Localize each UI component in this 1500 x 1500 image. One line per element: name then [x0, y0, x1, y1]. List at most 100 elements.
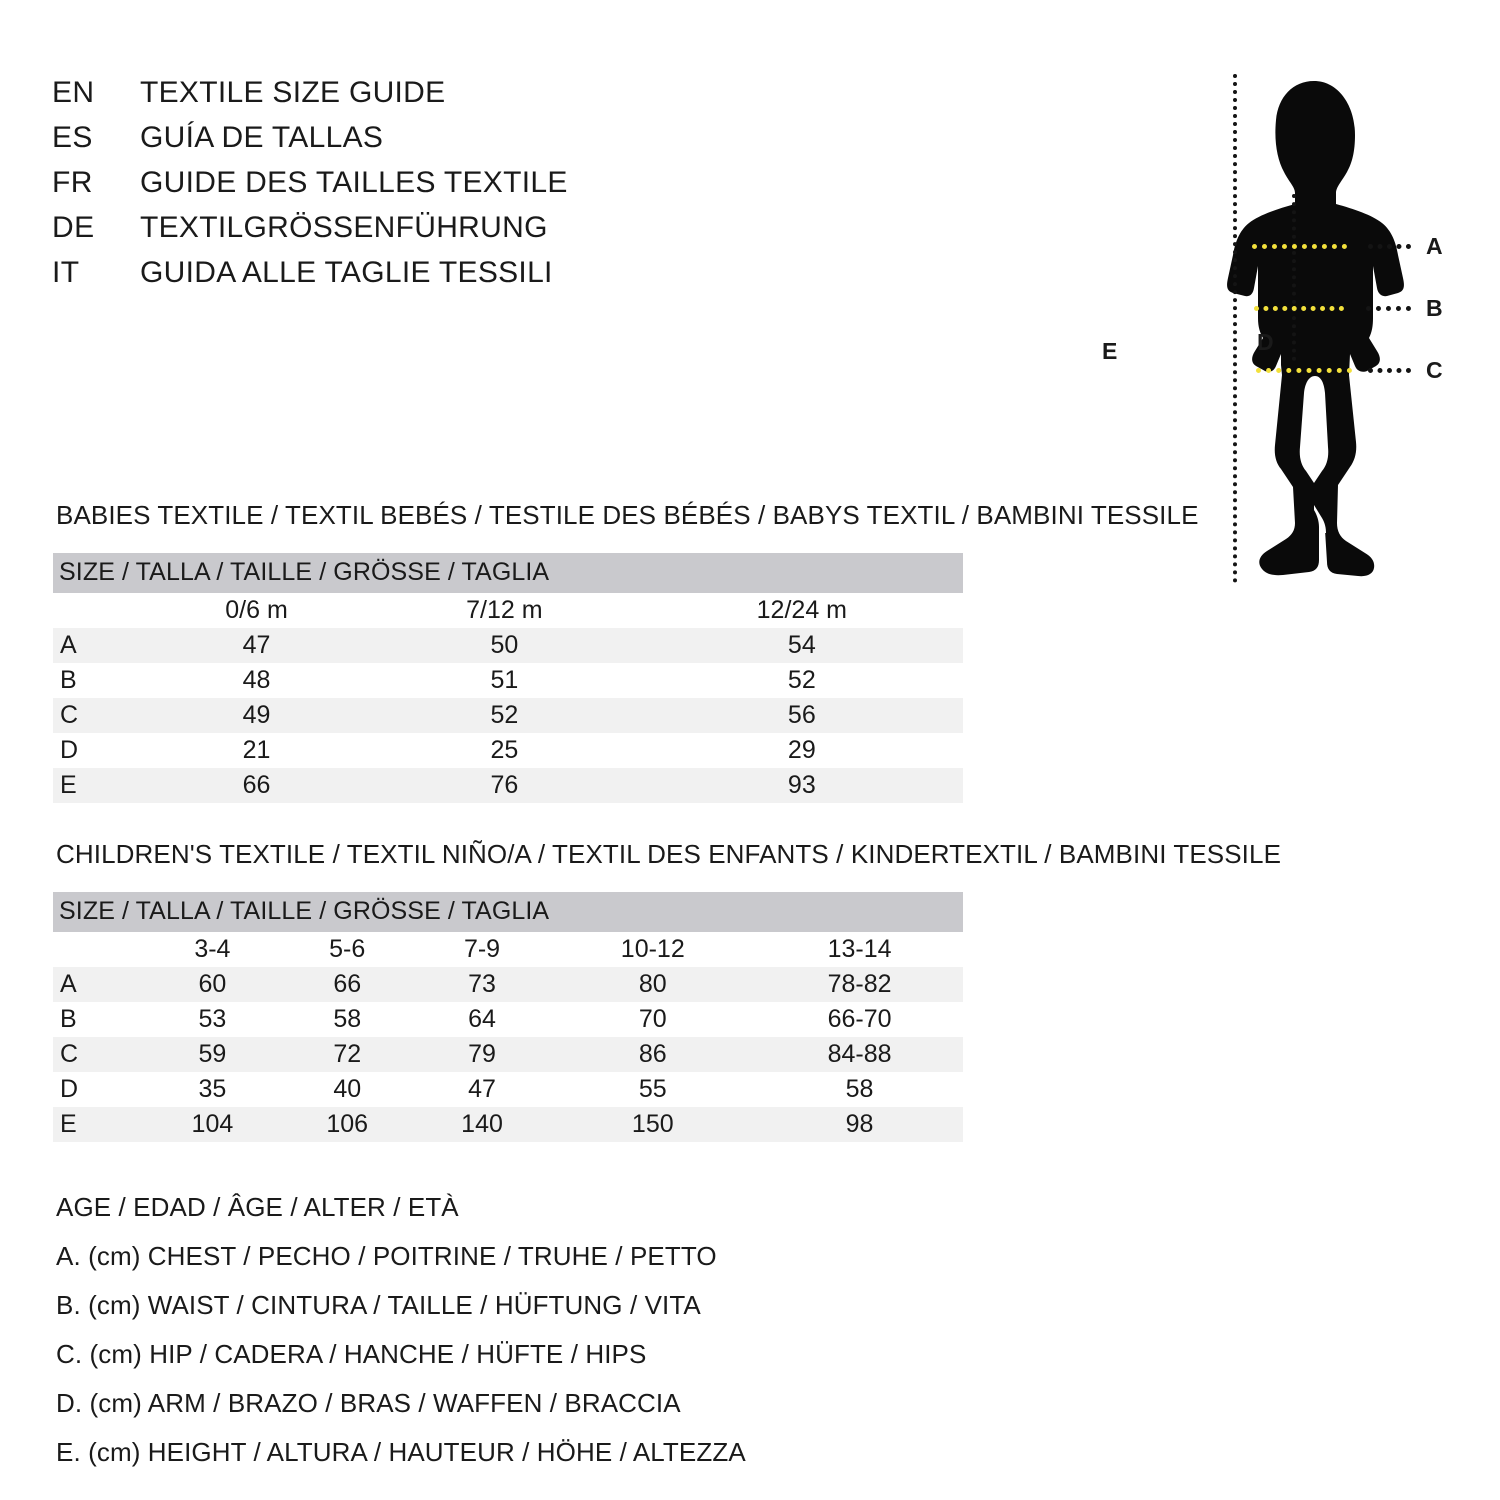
- measure-value: 84-88: [756, 1037, 963, 1072]
- measure-value: 106: [279, 1107, 415, 1142]
- measure-value: 53: [145, 1002, 280, 1037]
- measure-value: 93: [640, 768, 963, 803]
- measure-key: D: [53, 733, 145, 768]
- legend-row-waist: B. (cm) WAIST / CINTURA / TAILLE / HÜFTU…: [56, 1290, 701, 1320]
- table-row: A 60 66 73 80 78-82: [53, 967, 963, 1002]
- legend-row-hip: C. (cm) HIP / CADERA / HANCHE / HÜFTE / …: [56, 1339, 647, 1369]
- measure-value: 104: [145, 1107, 280, 1142]
- table-row: A 47 50 54: [53, 628, 963, 663]
- table-row: B 48 51 52: [53, 663, 963, 698]
- measure-value: 79: [414, 1037, 550, 1072]
- measure-value: 29: [640, 733, 963, 768]
- measure-value: 80: [549, 967, 757, 1002]
- hip-measure-line: [1256, 368, 1352, 373]
- children-size-table: SIZE / TALLA / TAILLE / GRÖSSE / TAGLIA …: [53, 892, 963, 1142]
- empty-corner-cell: [53, 932, 145, 967]
- measure-value: 73: [414, 967, 550, 1002]
- language-title-de: TEXTILGRÖSSENFÜHRUNG: [140, 211, 548, 244]
- measure-value: 150: [549, 1107, 757, 1142]
- table-row: C 49 52 56: [53, 698, 963, 733]
- babies-size-table: SIZE / TALLA / TAILLE / GRÖSSE / TAGLIA …: [53, 553, 963, 803]
- hip-callout-line: [1368, 368, 1411, 373]
- measure-value: 140: [414, 1107, 550, 1142]
- size-label: 7/12 m: [368, 593, 641, 628]
- table-header-label: SIZE / TALLA / TAILLE / GRÖSSE / TAGLIA: [53, 553, 963, 593]
- language-title-fr: GUIDE DES TAILLES TEXTILE: [140, 166, 568, 199]
- measure-key: D: [53, 1072, 145, 1107]
- measure-value: 54: [640, 628, 963, 663]
- measure-value: 72: [279, 1037, 415, 1072]
- language-code-es: ES: [52, 121, 93, 154]
- measure-value: 51: [368, 663, 641, 698]
- measure-value: 58: [756, 1072, 963, 1107]
- figure-label-b: B: [1426, 295, 1443, 321]
- size-label-row: 0/6 m 7/12 m 12/24 m: [53, 593, 963, 628]
- measure-value: 52: [640, 663, 963, 698]
- arm-reference-line: [1292, 194, 1296, 361]
- measure-key: B: [53, 663, 145, 698]
- table-header-row: SIZE / TALLA / TAILLE / GRÖSSE / TAGLIA: [53, 892, 963, 932]
- measure-key: C: [53, 1037, 145, 1072]
- size-label: 12/24 m: [640, 593, 963, 628]
- size-label: 0/6 m: [145, 593, 369, 628]
- language-row-es: ES GUÍA DE TALLAS: [52, 121, 772, 166]
- measure-value: 66: [145, 768, 369, 803]
- measure-value: 59: [145, 1037, 280, 1072]
- child-silhouette-icon: [1227, 81, 1404, 577]
- table-row: E 104 106 140 150 98: [53, 1107, 963, 1142]
- waist-measure-line: [1254, 306, 1344, 311]
- language-row-fr: FR GUIDE DES TAILLES TEXTILE: [52, 166, 772, 211]
- legend-row-age: AGE / EDAD / ÂGE / ALTER / ETÀ: [56, 1192, 459, 1222]
- language-title-block: EN TEXTILE SIZE GUIDE ES GUÍA DE TALLAS …: [52, 76, 772, 301]
- measure-value: 98: [756, 1107, 963, 1142]
- language-code-en: EN: [52, 76, 95, 109]
- figure-label-e: E: [1102, 338, 1118, 364]
- measure-key: B: [53, 1002, 145, 1037]
- legend-row-arm: D. (cm) ARM / BRAZO / BRAS / WAFFEN / BR…: [56, 1388, 681, 1418]
- chest-callout-line: [1368, 244, 1411, 249]
- measure-value: 86: [549, 1037, 757, 1072]
- language-row-en: EN TEXTILE SIZE GUIDE: [52, 76, 772, 121]
- measure-value: 78-82: [756, 967, 963, 1002]
- size-label: 13-14: [756, 932, 963, 967]
- measure-value: 21: [145, 733, 369, 768]
- measurement-legend: AGE / EDAD / ÂGE / ALTER / ETÀ A. (cm) C…: [56, 1192, 956, 1486]
- size-label: 5-6: [279, 932, 415, 967]
- size-label: 7-9: [414, 932, 550, 967]
- measure-key: E: [53, 768, 145, 803]
- table-row: D 35 40 47 55 58: [53, 1072, 963, 1107]
- measure-value: 70: [549, 1002, 757, 1037]
- measure-key: A: [53, 628, 145, 663]
- measure-value: 35: [145, 1072, 280, 1107]
- measure-value: 50: [368, 628, 641, 663]
- measure-key: E: [53, 1107, 145, 1142]
- size-label: 10-12: [549, 932, 757, 967]
- language-title-en: TEXTILE SIZE GUIDE: [140, 76, 446, 109]
- measure-value: 55: [549, 1072, 757, 1107]
- legend-row-height: E. (cm) HEIGHT / ALTURA / HAUTEUR / HÖHE…: [56, 1437, 746, 1467]
- measure-value: 58: [279, 1002, 415, 1037]
- table-row: B 53 58 64 70 66-70: [53, 1002, 963, 1037]
- table-row: E 66 76 93: [53, 768, 963, 803]
- measure-key: C: [53, 698, 145, 733]
- section-heading-babies: BABIES TEXTILE / TEXTIL BEBÉS / TESTILE …: [56, 500, 1199, 530]
- measure-value: 48: [145, 663, 369, 698]
- measure-value: 60: [145, 967, 280, 1002]
- size-label-row: 3-4 5-6 7-9 10-12 13-14: [53, 932, 963, 967]
- waist-callout-line: [1366, 306, 1411, 311]
- empty-corner-cell: [53, 593, 145, 628]
- language-title-es: GUÍA DE TALLAS: [140, 121, 384, 154]
- section-heading-children: CHILDREN'S TEXTILE / TEXTIL NIÑO/A / TEX…: [56, 839, 1282, 869]
- measure-value: 66: [279, 967, 415, 1002]
- language-title-it: GUIDA ALLE TAGLIE TESSILI: [140, 256, 553, 289]
- language-code-it: IT: [52, 256, 80, 289]
- language-code-fr: FR: [52, 166, 93, 199]
- figure-label-c: C: [1426, 357, 1443, 383]
- table-header-label: SIZE / TALLA / TAILLE / GRÖSSE / TAGLIA: [53, 892, 963, 932]
- table-row: C 59 72 79 86 84-88: [53, 1037, 963, 1072]
- language-row-it: IT GUIDA ALLE TAGLIE TESSILI: [52, 256, 772, 301]
- measure-value: 52: [368, 698, 641, 733]
- measure-value: 56: [640, 698, 963, 733]
- measurement-figure: E D A B C: [1085, 55, 1485, 630]
- measure-value: 47: [145, 628, 369, 663]
